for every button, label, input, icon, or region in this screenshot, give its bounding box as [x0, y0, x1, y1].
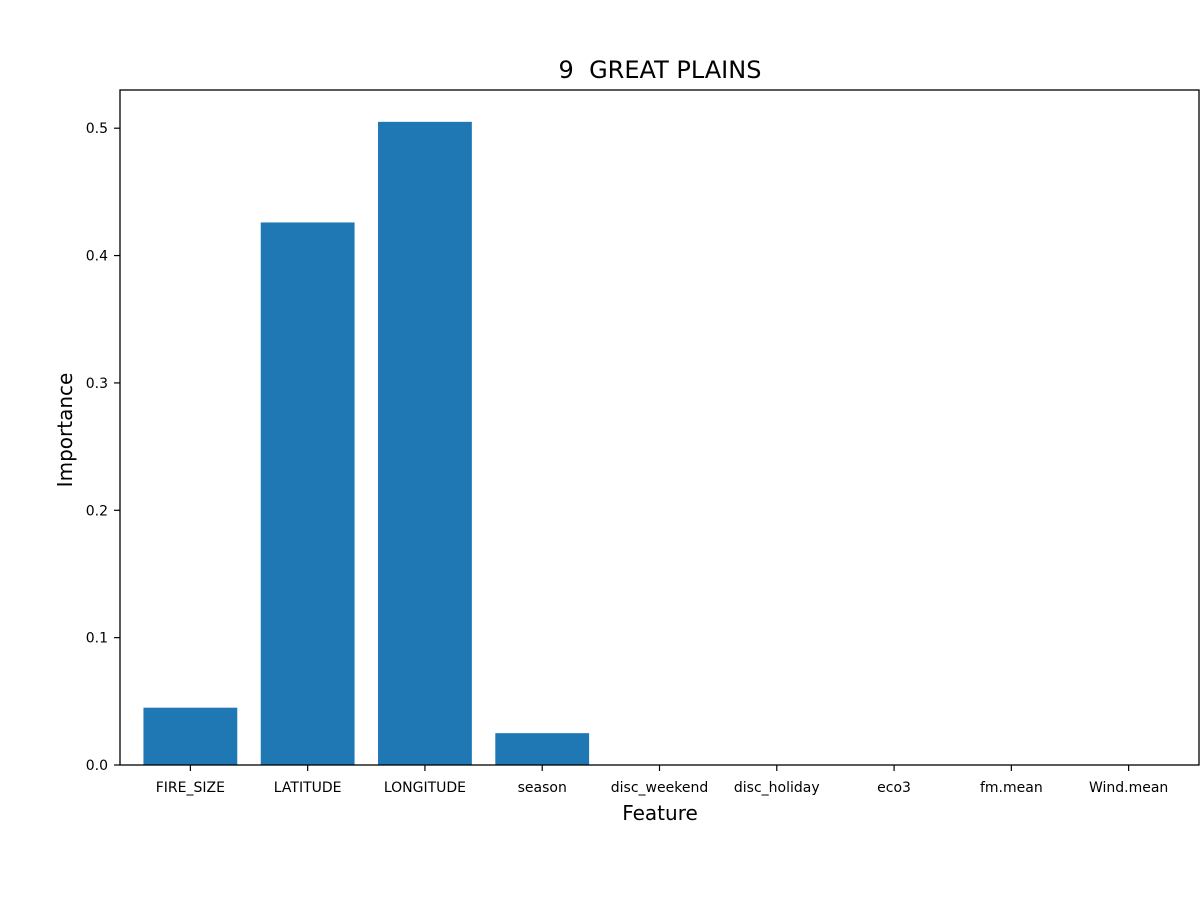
- bar-latitude: [260, 222, 355, 766]
- bar-season: [495, 733, 590, 765]
- y-axis-label: Importance: [53, 373, 77, 488]
- bar-fire-size: [143, 707, 238, 765]
- x-tick-label: Wind.mean: [1089, 780, 1168, 796]
- bars-layer: [143, 121, 590, 766]
- x-tick-label: eco3: [877, 780, 911, 796]
- x-tick-label: season: [518, 780, 567, 796]
- y-tick-label: 0.3: [86, 376, 108, 392]
- y-tick-label: 0.0: [86, 758, 108, 774]
- x-axis-label: Feature: [622, 801, 698, 825]
- y-axis: 0.0 0.1 0.2 0.3 0.4 0.5: [86, 121, 120, 774]
- y-tick-label: 0.5: [86, 121, 108, 137]
- x-tick-label: fm.mean: [980, 780, 1043, 796]
- x-tick-label: LATITUDE: [274, 780, 342, 796]
- bar-longitude: [378, 121, 472, 766]
- chart-title: 9 GREAT PLAINS: [559, 56, 762, 84]
- y-tick-label: 0.4: [86, 249, 108, 265]
- x-tick-label: disc_weekend: [611, 780, 708, 796]
- x-axis: FIRE_SIZE LATITUDE LONGITUDE season disc_wee…: [156, 765, 1168, 796]
- y-tick-label: 0.2: [86, 503, 108, 519]
- x-tick-label: LONGITUDE: [384, 780, 466, 796]
- x-tick-label: FIRE_SIZE: [156, 780, 225, 796]
- y-tick-label: 0.1: [86, 631, 108, 647]
- plot-frame: [119, 89, 1200, 766]
- x-tick-label: disc_holiday: [734, 780, 820, 796]
